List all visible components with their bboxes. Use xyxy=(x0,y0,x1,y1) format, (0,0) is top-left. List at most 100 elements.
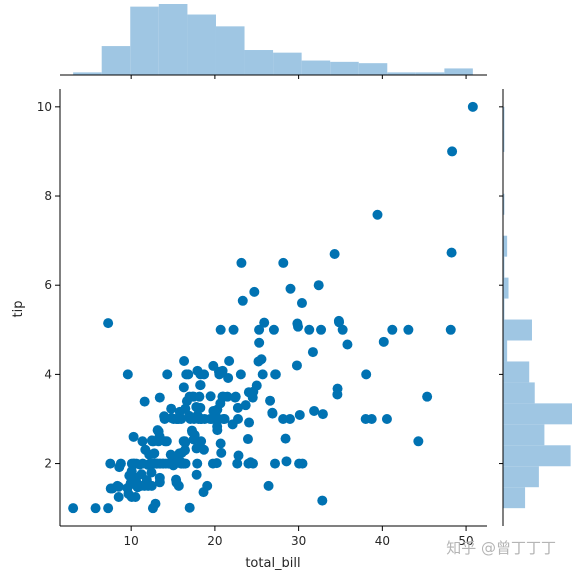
scatter-point-113 xyxy=(242,434,253,445)
scatter-point-92 xyxy=(90,503,101,514)
scatter-point-216 xyxy=(278,413,289,424)
x-hist-bar-6 xyxy=(244,50,274,75)
scatter-point-51 xyxy=(128,431,139,442)
scatter-point-83 xyxy=(316,324,327,335)
scatter-point-166 xyxy=(216,447,227,458)
scatter-point-23 xyxy=(372,209,383,220)
scatter-point-180 xyxy=(332,383,343,394)
y-tick-label-6: 6 xyxy=(44,278,52,292)
scatter-point-108 xyxy=(195,380,206,391)
y-hist-bar-2 xyxy=(503,445,571,467)
scatter-point-48 xyxy=(281,456,292,467)
y-hist-bar-18 xyxy=(503,106,505,131)
scatter-point-241 xyxy=(232,458,243,469)
scatter-point-193 xyxy=(172,457,183,468)
scatter-point-239 xyxy=(285,283,296,294)
scatter-point-95 xyxy=(378,336,389,347)
scatter-point-188 xyxy=(194,391,205,402)
scatter-point-129 xyxy=(233,450,244,461)
y-hist-bar-3 xyxy=(503,424,545,446)
x-hist-bar-4 xyxy=(187,14,216,75)
scatter-point-72 xyxy=(267,407,278,418)
scatter-point-181 xyxy=(237,295,248,306)
y-hist-bar-1 xyxy=(503,466,539,488)
scatter-point-177 xyxy=(163,458,174,469)
x-hist-bar-8 xyxy=(301,60,331,75)
scatter-points xyxy=(68,101,478,514)
x-tick-label-50: 50 xyxy=(458,534,473,548)
scatter-point-57 xyxy=(263,480,274,491)
scatter-point-178 xyxy=(122,369,133,380)
scatter-point-233 xyxy=(132,482,143,493)
x-hist-bar-9 xyxy=(330,61,359,75)
scatter-point-190 xyxy=(173,480,184,491)
y-hist-bar-6 xyxy=(503,361,530,383)
scatter-point-125 xyxy=(291,360,302,371)
x-tick-label-20: 20 xyxy=(207,534,222,548)
scatter-point-111 xyxy=(103,503,114,514)
scatter-point-73 xyxy=(254,324,265,335)
scatter-point-9 xyxy=(166,403,177,414)
scatter-point-5 xyxy=(254,337,265,348)
scatter-point-90 xyxy=(284,413,295,424)
scatter-point-172 xyxy=(103,318,114,329)
scatter-point-93 xyxy=(179,356,190,367)
y-tick-label-4: 4 xyxy=(44,367,52,381)
y-hist-bar-4 xyxy=(503,403,572,425)
scatter-point-134 xyxy=(195,402,206,413)
scatter-point-141 xyxy=(329,248,340,259)
y-hist-bar-8 xyxy=(503,319,532,341)
scatter-point-237 xyxy=(317,495,328,506)
scatter-point-170 xyxy=(467,101,478,112)
scatter-point-185 xyxy=(215,324,226,335)
scatter-point-236 xyxy=(147,503,158,514)
scatter-point-213 xyxy=(153,436,164,447)
scatter-point-214 xyxy=(278,257,289,268)
scatter-point-96 xyxy=(270,369,281,380)
scatter-point-88 xyxy=(249,286,260,297)
scatter-point-238 xyxy=(342,339,353,350)
scatter-point-240 xyxy=(270,458,281,469)
scatter-point-85 xyxy=(334,317,345,328)
scatter-point-224 xyxy=(154,477,165,488)
scatter-point-38 xyxy=(198,444,209,455)
y-tick-label-2: 2 xyxy=(44,457,52,471)
scatter-point-67 xyxy=(68,503,79,514)
scatter-point-39 xyxy=(304,324,315,335)
scatter-point-191 xyxy=(208,360,219,371)
scatter-point-226 xyxy=(126,458,137,469)
axes: 10 20 30 40 50 2 4 6 8 10 xyxy=(37,89,487,548)
scatter-point-219 xyxy=(294,409,305,420)
scatter-point-220 xyxy=(144,449,155,460)
y-hist-bar-10 xyxy=(503,277,509,299)
scatter-point-202 xyxy=(151,458,162,469)
scatter-point-118 xyxy=(146,467,157,478)
scatter-point-11 xyxy=(337,324,348,335)
scatter-point-210 xyxy=(294,458,305,469)
watermark-text: 知乎 @曾丁丁丁 xyxy=(446,539,556,557)
scatter-point-184 xyxy=(381,413,392,424)
scatter-point-206 xyxy=(265,395,276,406)
scatter-point-173 xyxy=(309,405,320,416)
scatter-point-221 xyxy=(154,392,165,403)
scatter-point-44 xyxy=(296,298,307,309)
x-tick-label-40: 40 xyxy=(375,534,390,548)
scatter-point-55 xyxy=(205,391,216,402)
scatter-point-103 xyxy=(230,392,241,403)
scatter-point-47 xyxy=(313,280,324,291)
scatter-point-232 xyxy=(139,396,150,407)
scatter-point-94 xyxy=(232,402,243,413)
scatter-point-33 xyxy=(215,438,226,449)
scatter-point-110 xyxy=(159,413,170,424)
scatter-point-143 xyxy=(268,324,279,335)
scatter-point-242 xyxy=(191,469,202,480)
y-axis-label: tip xyxy=(11,301,26,318)
x-hist-bar-10 xyxy=(358,63,388,75)
scatter-point-107 xyxy=(253,356,264,367)
x-hist-bar-5 xyxy=(215,26,245,76)
y-tick-label-10: 10 xyxy=(37,100,52,114)
marginal-x-histogram xyxy=(60,4,487,79)
scatter-point-186 xyxy=(217,391,228,402)
scatter-point-154 xyxy=(207,458,218,469)
